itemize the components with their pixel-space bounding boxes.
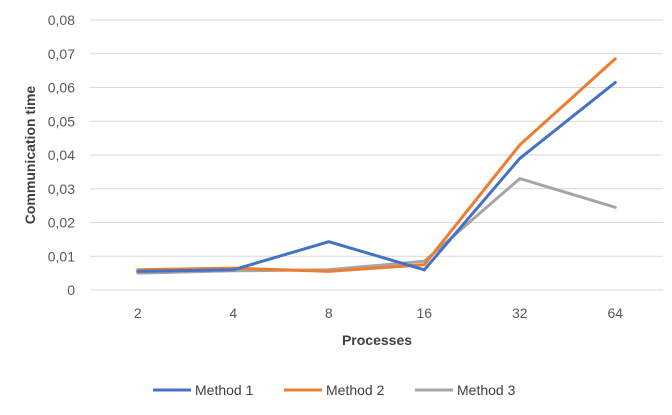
y-tick-label: 0,04	[48, 147, 75, 163]
y-tick-label: 0,07	[48, 46, 75, 62]
y-tick-label: 0,01	[48, 248, 75, 264]
y-tick-label: 0,05	[48, 113, 75, 129]
y-tick-label: 0,03	[48, 181, 75, 197]
y-axis-title: Communication time	[22, 86, 38, 225]
gridlines	[90, 19, 663, 291]
y-tick-labels: 0 0,01 0,02 0,03 0,04 0,05 0,06 0,07 0,08	[48, 12, 75, 298]
y-tick-label: 0,08	[48, 12, 75, 28]
x-tick-label: 16	[416, 305, 432, 321]
legend-item-method-2: Method 2	[284, 382, 385, 398]
legend: Method 1 Method 2 Method 3	[153, 382, 516, 398]
y-tick-label: 0,02	[48, 215, 75, 231]
legend-item-method-1: Method 1	[153, 382, 254, 398]
x-tick-labels: 2 4 8 16 32 64	[134, 305, 623, 321]
x-tick-label: 8	[325, 305, 333, 321]
series-lines	[136, 57, 617, 275]
legend-label: Method 2	[326, 382, 385, 398]
legend-label: Method 1	[195, 382, 254, 398]
series-line-method-2	[136, 57, 617, 273]
x-tick-label: 64	[607, 305, 623, 321]
legend-item-method-3: Method 3	[415, 382, 516, 398]
x-tick-label: 2	[134, 305, 142, 321]
y-tick-label: 0	[67, 282, 75, 298]
series-line-method-3	[136, 177, 617, 275]
x-tick-label: 4	[229, 305, 237, 321]
legend-label: Method 3	[457, 382, 516, 398]
x-tick-label: 32	[512, 305, 528, 321]
series-line-method-1	[136, 80, 617, 273]
x-axis-title: Processes	[342, 332, 412, 348]
y-tick-label: 0,06	[48, 80, 75, 96]
